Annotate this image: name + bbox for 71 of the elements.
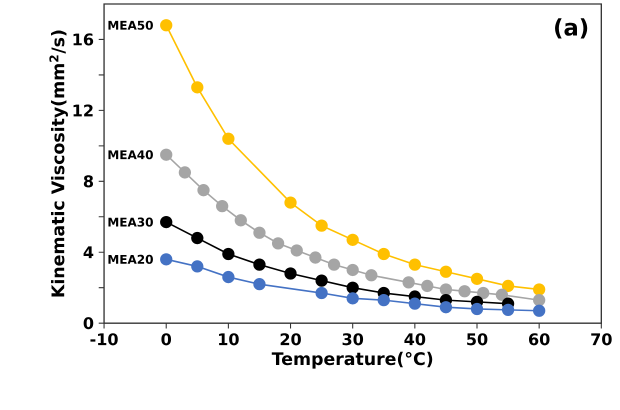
y-tick-label: 0 [84, 317, 94, 330]
x-tick-label: 0 [161, 333, 172, 346]
x-tick-label: 70 [591, 333, 612, 346]
point [290, 244, 303, 257]
y-tick-label: 16 [74, 33, 94, 46]
point [309, 251, 322, 264]
point [191, 81, 204, 94]
point [253, 226, 266, 239]
series-label: MEA40 [108, 150, 153, 160]
series-label: MEA30 [108, 218, 153, 227]
x-axis-title: Temperature(°C) [272, 352, 432, 369]
y-tick-label: 4 [84, 246, 94, 258]
point [365, 269, 378, 282]
point [378, 294, 390, 306]
point [346, 292, 359, 305]
point [191, 232, 204, 244]
point [533, 283, 546, 296]
point [328, 258, 340, 271]
point [502, 304, 514, 316]
x-tick-label: -10 [90, 333, 118, 346]
point [315, 274, 328, 287]
point [160, 148, 172, 161]
x-tick-label: 30 [342, 333, 364, 346]
point [346, 234, 359, 246]
annotation: (a) [555, 18, 588, 39]
point [315, 220, 328, 232]
point [458, 285, 471, 298]
x-tick-label: 20 [280, 333, 301, 346]
point [197, 184, 210, 196]
x-tick-label: 60 [529, 333, 550, 346]
point [533, 294, 546, 306]
point [191, 260, 204, 273]
point [470, 272, 484, 286]
x-tick-label: 40 [404, 333, 426, 346]
point [160, 216, 172, 228]
y-axis-title: Kinematic Viscosity(mm$^{2}$/s) [49, 30, 68, 297]
point [253, 258, 266, 271]
point [533, 304, 546, 317]
point [496, 288, 508, 301]
x-tick-label: 10 [219, 333, 239, 346]
point [315, 286, 328, 300]
point [284, 196, 297, 209]
point [284, 267, 297, 280]
point [470, 302, 484, 316]
point [378, 248, 390, 260]
point [216, 200, 228, 212]
x-tick-label: 50 [467, 333, 488, 346]
point [440, 266, 452, 278]
point [253, 278, 266, 290]
point [160, 19, 172, 32]
point [222, 132, 235, 145]
point [346, 282, 359, 294]
series-label: MEA50 [108, 20, 153, 30]
point [346, 264, 359, 276]
point [234, 214, 247, 227]
series-label: MEA20 [108, 254, 153, 264]
point [222, 270, 235, 284]
point [502, 280, 514, 292]
point [160, 253, 172, 266]
point [477, 286, 490, 300]
point [272, 237, 284, 250]
point [440, 283, 452, 296]
point [408, 298, 421, 310]
point [440, 301, 452, 314]
point [178, 166, 192, 179]
point [402, 276, 415, 289]
point [222, 248, 235, 260]
point [408, 258, 421, 271]
y-tick-label: 8 [84, 175, 94, 188]
point [421, 280, 434, 292]
y-tick-label: 12 [74, 104, 93, 116]
